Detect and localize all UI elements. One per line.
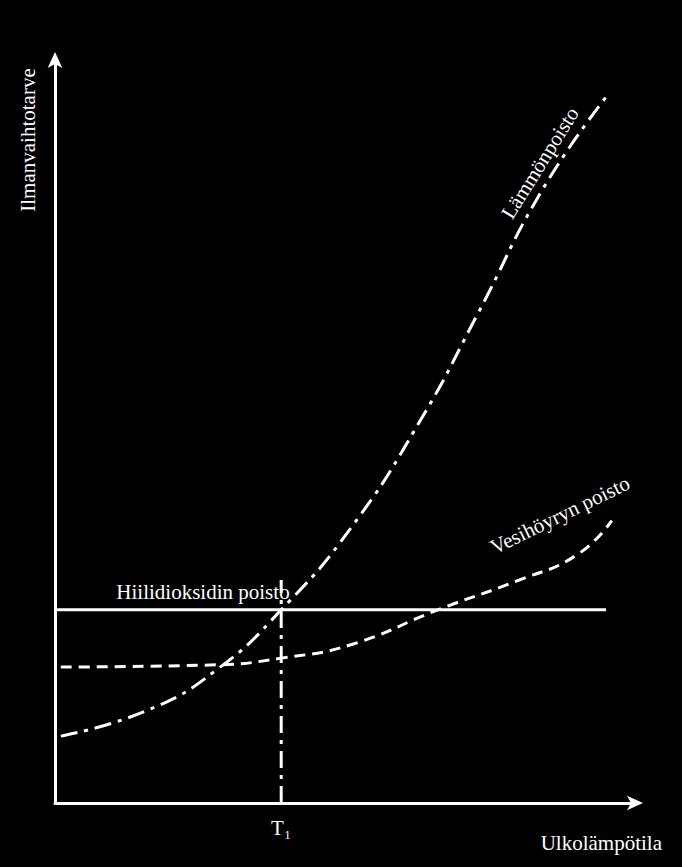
svg-text:Lämmönpoisto: Lämmönpoisto — [496, 103, 584, 224]
svg-text:Ilmanvaihtotarve: Ilmanvaihtotarve — [16, 68, 40, 211]
svg-text:Hiilidioksidin poisto: Hiilidioksidin poisto — [116, 580, 289, 604]
svg-text:Ulkolämpötila: Ulkolämpötila — [541, 831, 663, 855]
svg-text:T₁: T₁ — [271, 816, 291, 840]
svg-text:Vesihöyryn poisto: Vesihöyryn poisto — [486, 471, 633, 559]
